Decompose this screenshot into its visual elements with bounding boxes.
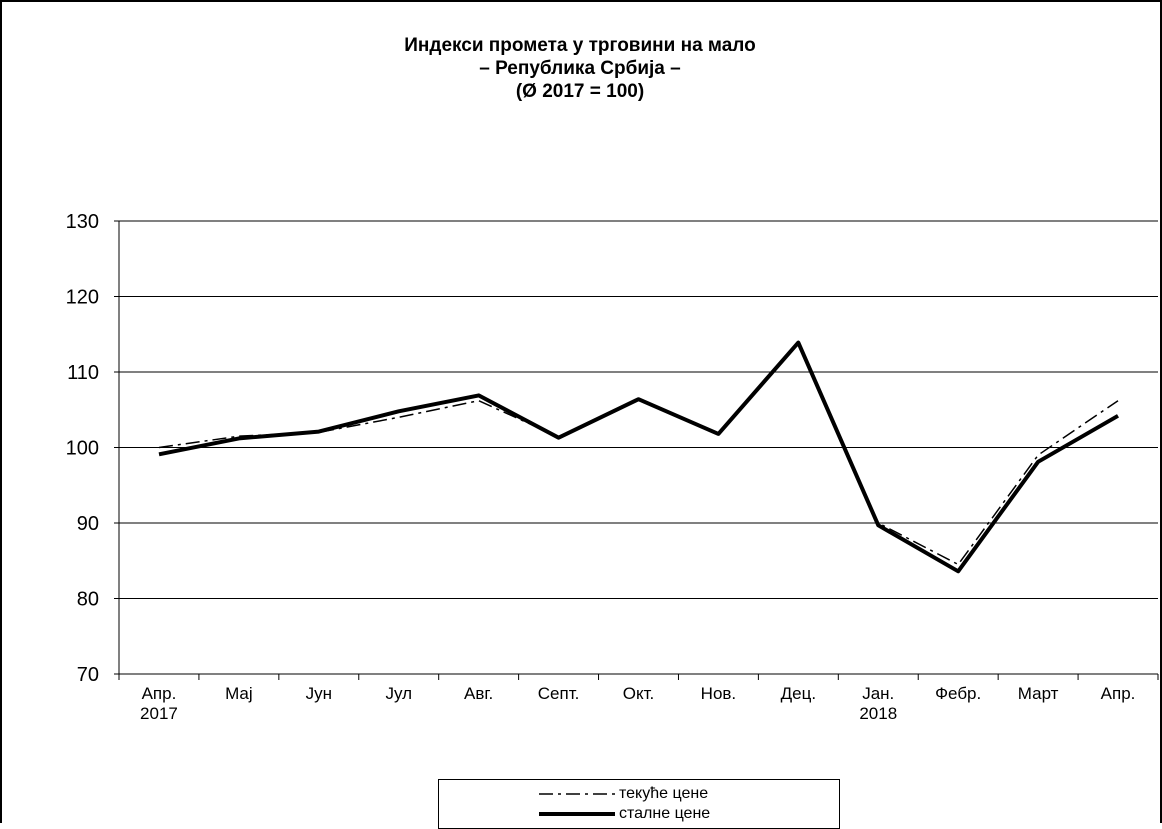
y-tick-label: 130 xyxy=(66,211,99,233)
x-tick-label: Окт. xyxy=(623,684,654,703)
y-tick-label: 90 xyxy=(77,513,99,535)
legend-label-constant-prices: сталне цене xyxy=(619,805,710,823)
series-line-constant-prices xyxy=(159,343,1118,572)
x-tick-label: Март xyxy=(1018,684,1059,703)
x-tick-label: Апр. xyxy=(1101,684,1136,703)
y-tick-label: 120 xyxy=(66,287,99,309)
x-tick-label: Мај xyxy=(225,684,253,703)
legend-item-current-prices: текуће цене xyxy=(539,784,708,804)
legend-swatch-dash-dot xyxy=(539,789,615,799)
x-tick-label: Дец. xyxy=(781,684,816,703)
x-tick-label: Нов. xyxy=(701,684,737,703)
legend-item-constant-prices: сталне цене xyxy=(539,804,710,824)
y-tick-label: 100 xyxy=(66,438,99,460)
series-line-current-prices xyxy=(159,343,1118,565)
y-tick-label: 70 xyxy=(77,664,99,686)
x-tick-label: Фебр. xyxy=(935,684,981,703)
y-tick-label: 110 xyxy=(67,362,99,384)
legend: текуће цене сталне цене xyxy=(438,779,840,829)
x-tick-label: Јан.2018 xyxy=(859,684,897,723)
legend-label-current-prices: текуће цене xyxy=(619,785,708,803)
x-tick-label: Апр.2017 xyxy=(140,684,178,723)
legend-swatch-solid xyxy=(539,809,615,819)
x-tick-label: Јул xyxy=(385,684,412,703)
y-tick-label: 80 xyxy=(77,589,99,611)
x-tick-label: Јун xyxy=(306,684,332,703)
x-tick-label: Септ. xyxy=(538,684,580,703)
x-tick-label: Авг. xyxy=(464,684,493,703)
